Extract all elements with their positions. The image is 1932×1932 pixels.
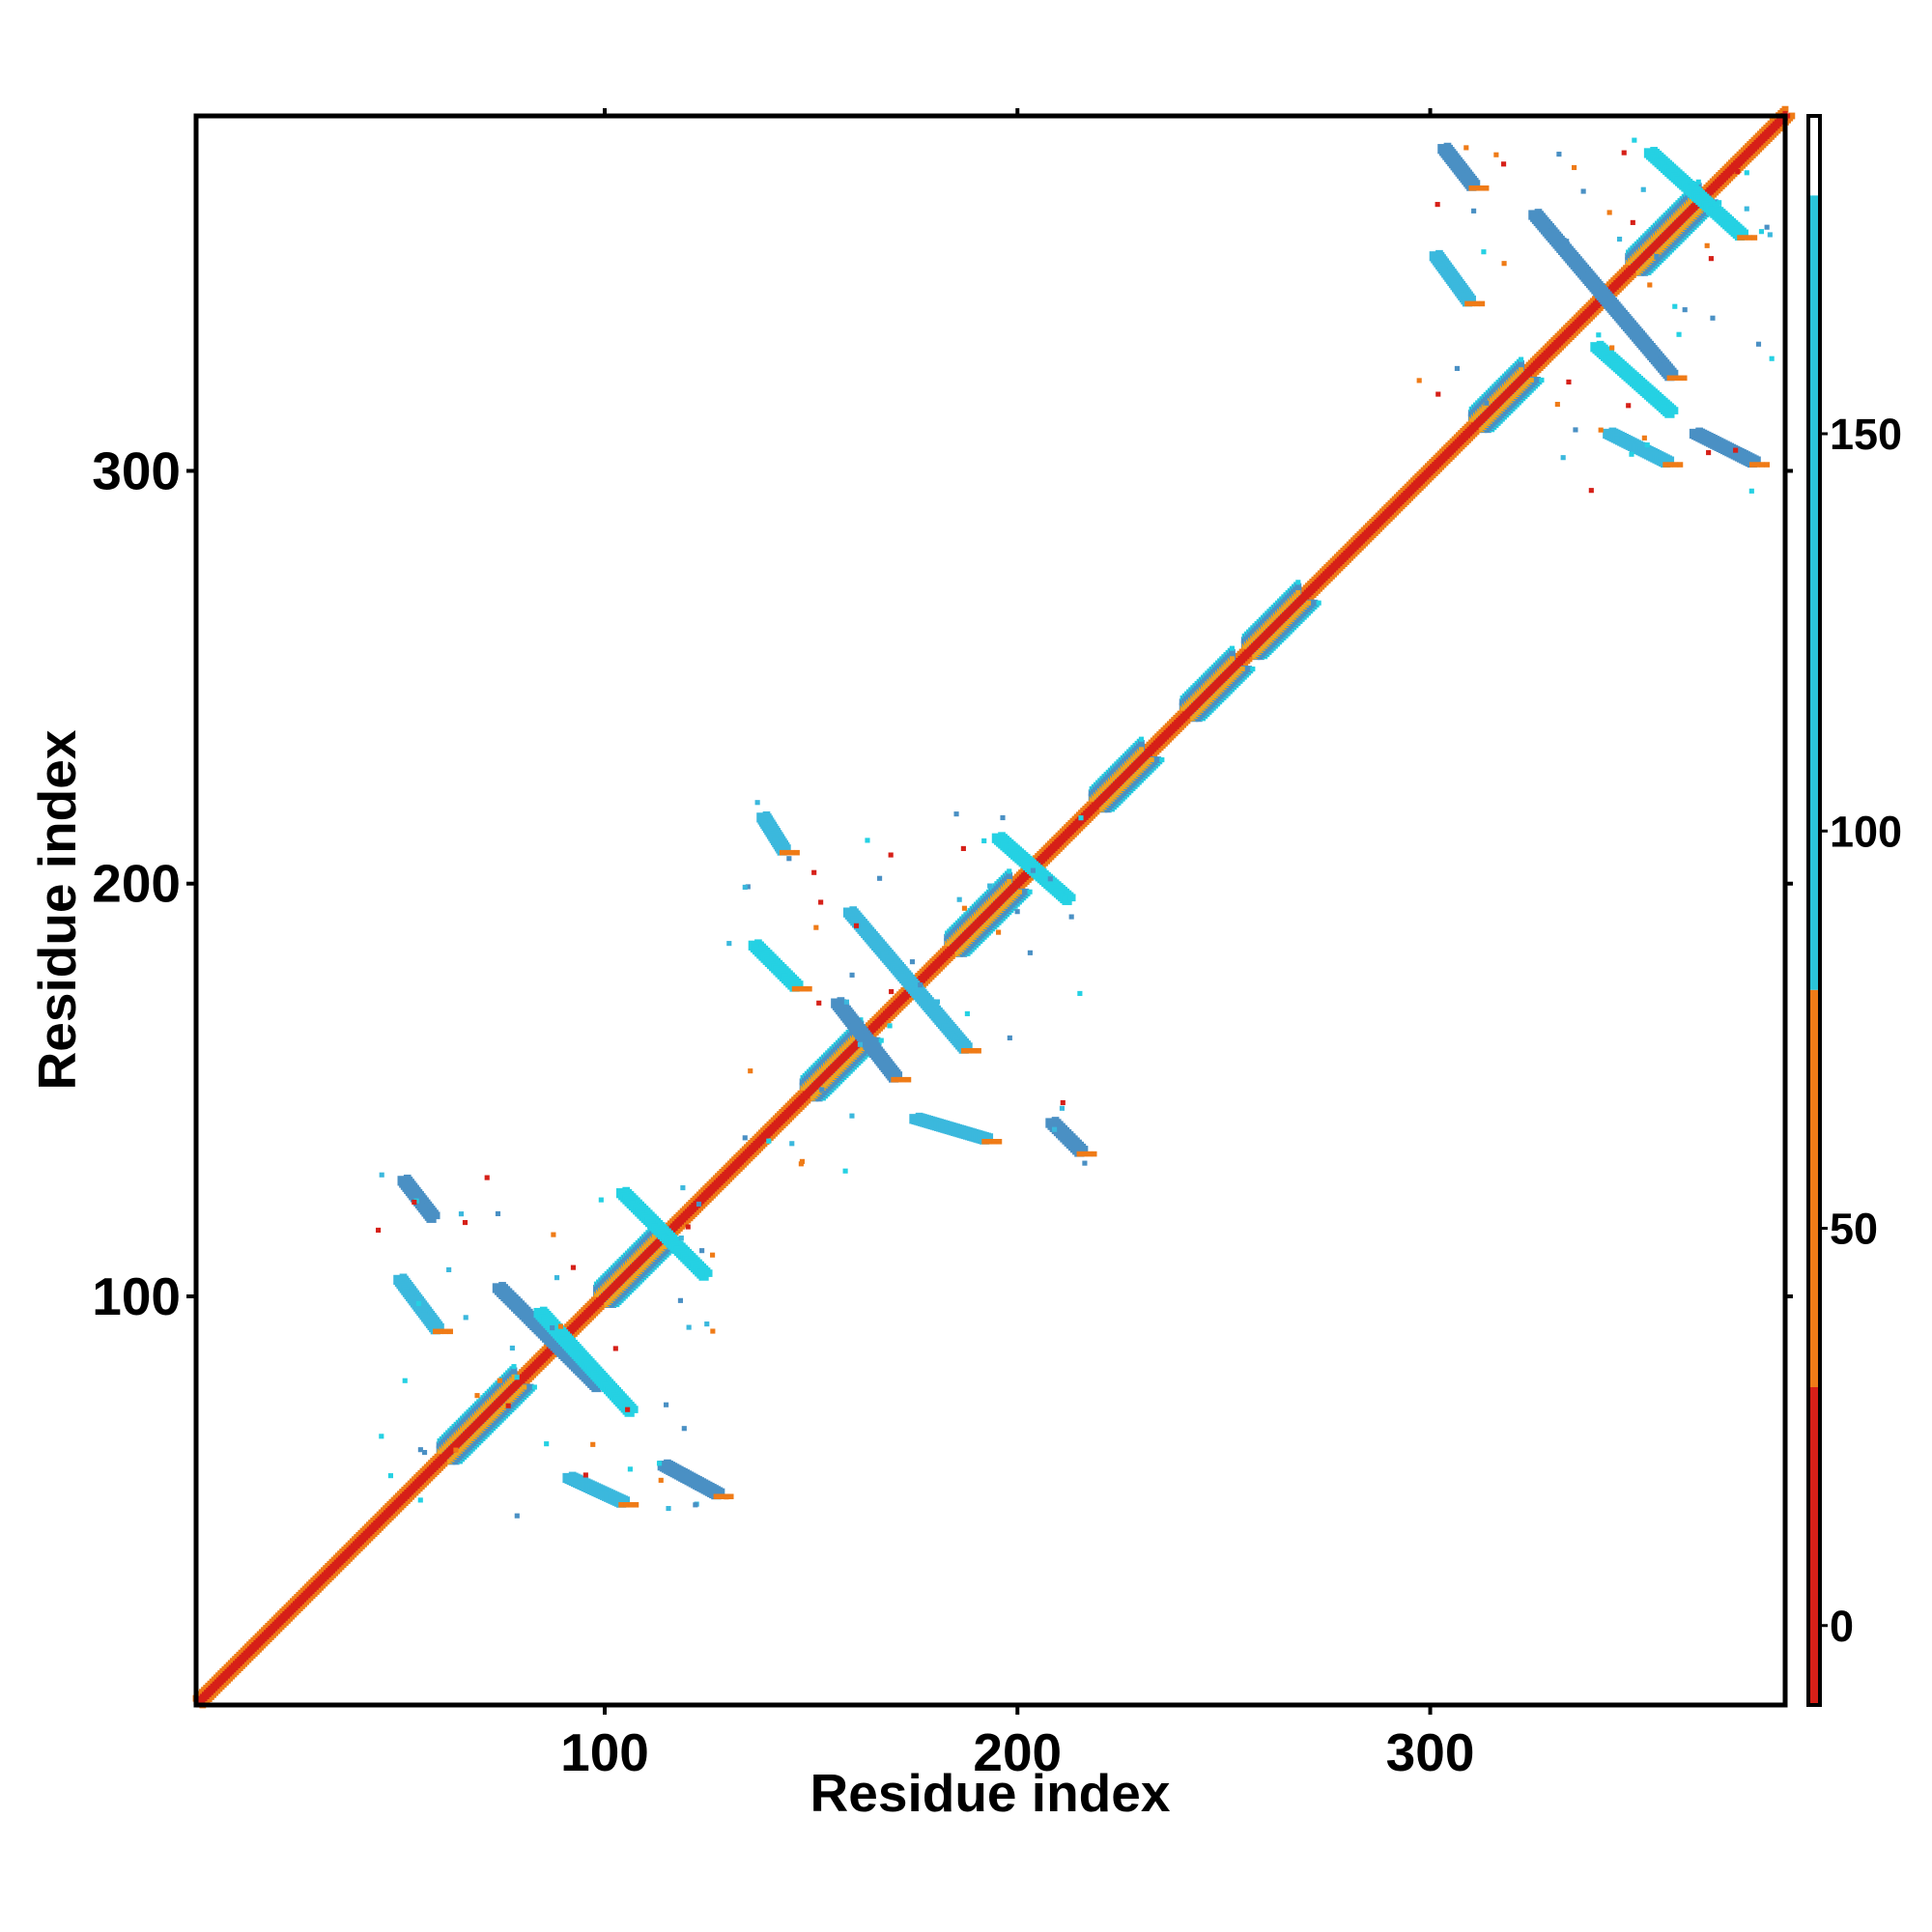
helix-cell <box>1138 736 1145 742</box>
helix-cell <box>1149 756 1154 763</box>
helix-cell <box>1006 871 1013 879</box>
helix-cell <box>510 1367 518 1375</box>
helix-cell <box>511 1374 517 1379</box>
helix-cell <box>511 1364 517 1370</box>
helix-cell <box>1305 600 1312 606</box>
helix-cell <box>1539 377 1545 384</box>
helix-cell <box>1316 600 1321 606</box>
helix-cell <box>1534 377 1542 384</box>
helix-cell <box>878 1037 884 1043</box>
helix-cell <box>1518 356 1524 362</box>
helix-cell <box>873 1037 881 1044</box>
helix-cell <box>1518 359 1524 367</box>
helix-cell <box>1229 656 1236 662</box>
diagonal-cell <box>1788 112 1796 120</box>
helix-cell <box>1229 649 1236 656</box>
helix-cell <box>1154 756 1161 763</box>
helix-cell <box>1311 599 1319 607</box>
helix-cell <box>1016 889 1022 895</box>
helix-cell <box>1528 377 1534 384</box>
helix-cell <box>1138 740 1145 747</box>
helix-cell <box>1007 879 1012 885</box>
helix-cell <box>531 1384 537 1390</box>
helix-cell <box>1518 367 1524 373</box>
helix-cell <box>662 1244 668 1250</box>
diagonal-cell <box>1781 105 1789 113</box>
helix-cell <box>522 1384 527 1390</box>
helix-cell <box>651 1234 657 1239</box>
helix-cell <box>1239 666 1245 672</box>
helix-cell <box>1295 580 1301 585</box>
helix-cell <box>1022 888 1030 895</box>
helix-cell <box>1027 889 1033 895</box>
helix-cell <box>1295 589 1301 596</box>
helix-cell <box>1138 747 1145 753</box>
helix-cell <box>1245 666 1252 672</box>
helix-cell <box>1294 582 1302 590</box>
helix-cell <box>1229 645 1236 651</box>
helix-cell <box>1159 756 1165 763</box>
helix-cell <box>526 1383 534 1391</box>
diagonal-cell <box>1782 110 1788 116</box>
heatmap-cells <box>192 105 1796 1709</box>
helix-cell <box>1007 868 1012 874</box>
helix-cell <box>1250 666 1256 672</box>
